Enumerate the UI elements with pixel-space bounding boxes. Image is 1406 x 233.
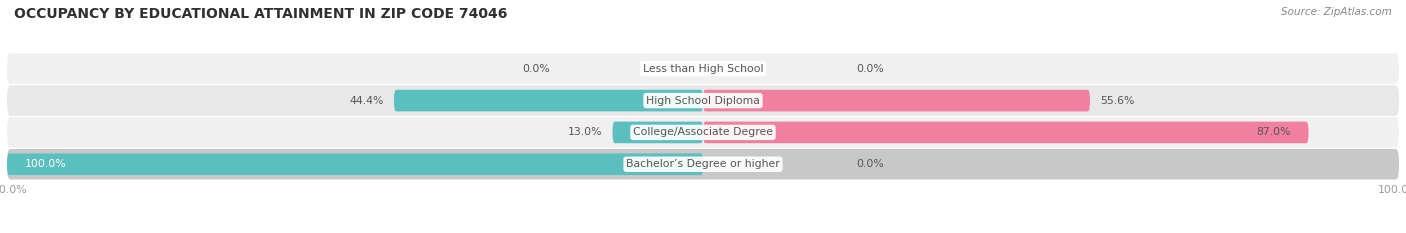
Text: OCCUPANCY BY EDUCATIONAL ATTAINMENT IN ZIP CODE 74046: OCCUPANCY BY EDUCATIONAL ATTAINMENT IN Z… (14, 7, 508, 21)
FancyBboxPatch shape (703, 122, 1309, 143)
FancyBboxPatch shape (613, 122, 703, 143)
FancyBboxPatch shape (394, 90, 703, 111)
Text: 44.4%: 44.4% (349, 96, 384, 106)
FancyBboxPatch shape (7, 117, 1399, 148)
Text: Bachelor’s Degree or higher: Bachelor’s Degree or higher (626, 159, 780, 169)
Text: 13.0%: 13.0% (568, 127, 602, 137)
Text: Source: ZipAtlas.com: Source: ZipAtlas.com (1281, 7, 1392, 17)
FancyBboxPatch shape (7, 153, 703, 175)
Text: 0.0%: 0.0% (522, 64, 550, 74)
Text: 0.0%: 0.0% (856, 64, 884, 74)
Text: 100.0%: 100.0% (24, 159, 66, 169)
Text: College/Associate Degree: College/Associate Degree (633, 127, 773, 137)
FancyBboxPatch shape (703, 90, 1090, 111)
Text: Less than High School: Less than High School (643, 64, 763, 74)
Text: 0.0%: 0.0% (856, 159, 884, 169)
FancyBboxPatch shape (7, 85, 1399, 116)
FancyBboxPatch shape (7, 54, 1399, 84)
Text: 87.0%: 87.0% (1257, 127, 1291, 137)
Text: High School Diploma: High School Diploma (647, 96, 759, 106)
Text: 55.6%: 55.6% (1101, 96, 1135, 106)
FancyBboxPatch shape (7, 149, 1399, 179)
